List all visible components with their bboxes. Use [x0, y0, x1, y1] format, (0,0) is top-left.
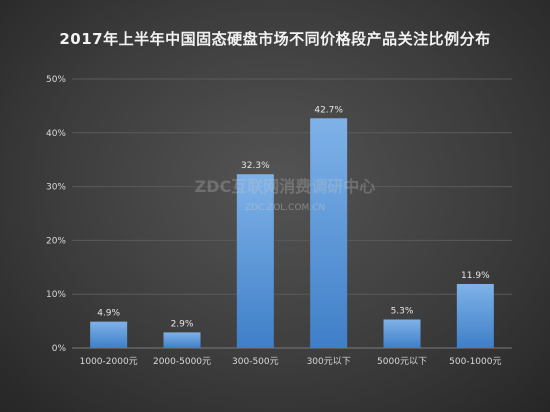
data-label: 4.9% [97, 309, 120, 319]
chart-title: 2017年上半年中国固态硬盘市场不同价格段产品关注比例分布 [59, 30, 491, 48]
bar [90, 321, 128, 348]
bars [90, 118, 494, 348]
bar [163, 332, 201, 348]
x-axis-categories: 1000-2000元 2000-5000元 300-500元 300元以下 5000元以… [80, 357, 502, 367]
y-tick-label: 30% [46, 183, 66, 193]
data-label: 5.3% [391, 306, 414, 316]
x-category-label: 300-500元 [232, 357, 279, 367]
x-category-label: 500-1000元 [449, 357, 501, 367]
data-label: 32.3% [241, 161, 270, 171]
x-category-label: 5000元以下 [377, 357, 427, 367]
y-tick-label: 10% [46, 290, 66, 300]
y-tick-label: 0% [52, 344, 67, 354]
data-labels: 4.9% 2.9% 32.3% 42.7% 5.3% 11.9% [97, 105, 490, 329]
data-label: 11.9% [461, 271, 490, 281]
bar [383, 319, 421, 348]
bar [456, 283, 494, 348]
y-tick-label: 20% [46, 236, 66, 246]
x-category-label: 1000-2000元 [80, 357, 138, 367]
x-category-label: 300元以下 [307, 357, 351, 367]
gridlines [72, 78, 512, 349]
bar [236, 174, 274, 348]
y-axis-ticks: 0% 10% 20% 30% 40% 50% [46, 75, 66, 354]
x-category-label: 2000-5000元 [153, 357, 211, 367]
y-tick-label: 50% [46, 75, 66, 85]
data-label: 2.9% [171, 319, 194, 329]
watermark-main: ZDC互联网消费调研中心 [195, 177, 376, 196]
watermark-sub: ZDC.ZOL.COM.CN [245, 203, 325, 213]
y-tick-label: 40% [46, 129, 66, 139]
data-label: 42.7% [314, 105, 343, 115]
bar [310, 118, 348, 348]
